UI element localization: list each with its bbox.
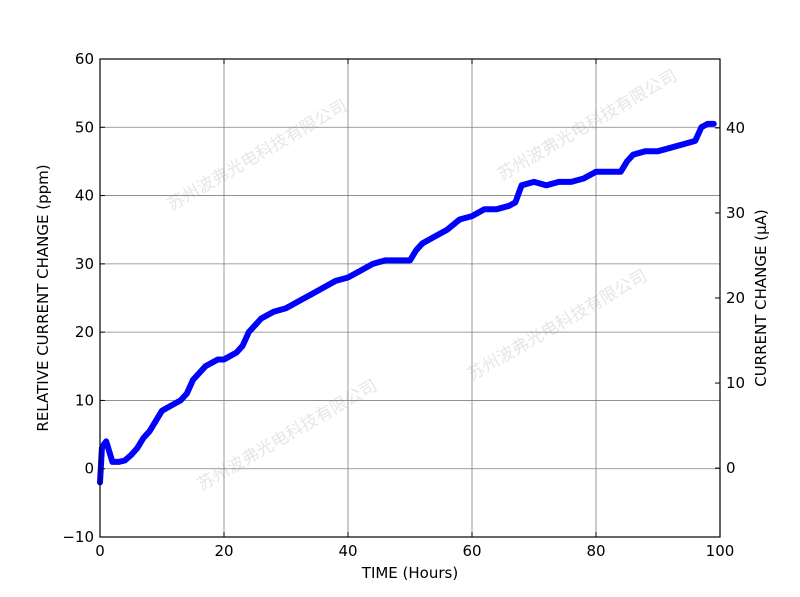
y-tick-label: 50	[75, 118, 94, 136]
y-right-tick-label: 40	[726, 119, 745, 137]
watermark-text: 苏州波弗光电科技有限公司	[194, 376, 381, 495]
y-right-ticks: 0 10 20 30 40	[715, 119, 745, 477]
y-tick-label: 40	[75, 187, 94, 205]
y-right-tick-label: 10	[726, 374, 745, 392]
y-tick-label: 60	[75, 50, 94, 68]
y-tick-label: 0	[84, 460, 94, 478]
watermark-text: 苏州波弗光电科技有限公司	[494, 66, 681, 185]
y-ticks: −10 0 10 20 30 40 50 60	[62, 50, 105, 546]
y-right-tick-label: 20	[726, 289, 745, 307]
y-axis-label: RELATIVE CURRENT CHANGE (ppm)	[34, 164, 52, 431]
x-tick-label: 100	[706, 542, 735, 560]
grid	[100, 59, 720, 537]
plot-frame	[99, 58, 721, 538]
watermark-text: 苏州波弗光电科技有限公司	[464, 266, 651, 385]
x-tick-label: 0	[95, 542, 105, 560]
y-tick-label: 20	[75, 323, 94, 341]
watermark: 苏州波弗光电科技有限公司 苏州波弗光电科技有限公司苏州波弗光电科技有限公司苏州波弗…	[164, 66, 681, 495]
y-tick-label: 30	[75, 255, 94, 273]
y-tick-label: −10	[62, 528, 94, 546]
x-tick-label: 60	[462, 542, 481, 560]
watermark-text: 苏州波弗光电科技有限公司	[164, 96, 351, 215]
x-axis-label: TIME (Hours)	[361, 564, 458, 582]
x-tick-label: 20	[214, 542, 233, 560]
y-right-axis-label: CURRENT CHANGE (µA)	[752, 209, 770, 387]
x-ticks: 0 20 40 60 80 100	[95, 59, 734, 560]
y-right-tick-label: 30	[726, 204, 745, 222]
x-tick-label: 40	[338, 542, 357, 560]
y-right-tick-label: 0	[726, 459, 736, 477]
series-line	[97, 120, 717, 486]
y-tick-label: 10	[75, 391, 94, 409]
series-path	[97, 120, 717, 486]
x-tick-label: 80	[586, 542, 605, 560]
